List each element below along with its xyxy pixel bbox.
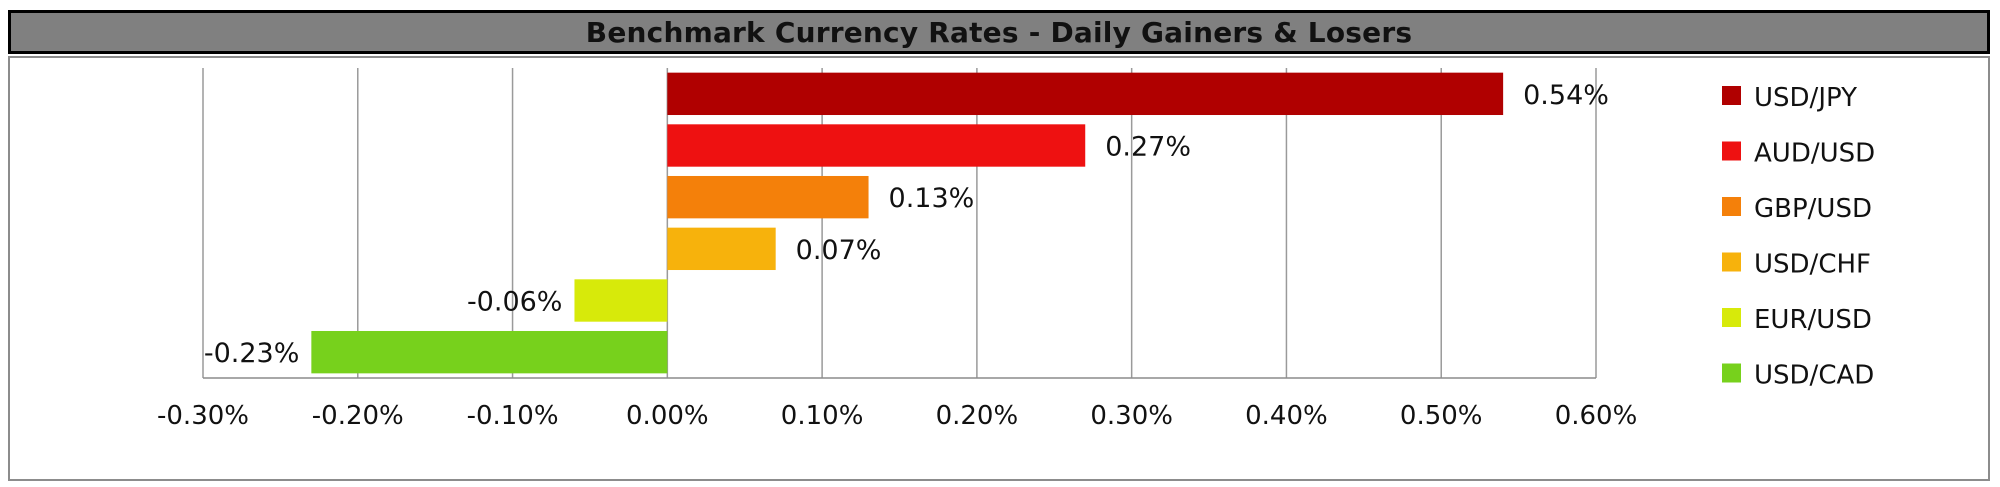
bar — [667, 72, 1504, 116]
data-label: 0.27% — [1105, 132, 1191, 163]
x-tick-label: 0.40% — [1245, 401, 1328, 431]
bar — [667, 124, 1086, 167]
legend-label: AUD/USD — [1754, 139, 1875, 169]
x-tick-label: 0.50% — [1400, 401, 1483, 431]
chart-title-bar: Benchmark Currency Rates - Daily Gainers… — [8, 10, 1990, 54]
x-tick-label: 0.20% — [936, 401, 1019, 431]
x-tick-label: 0.10% — [781, 401, 864, 431]
legend-swatch — [1722, 141, 1741, 161]
data-label: -0.23% — [204, 338, 300, 369]
legend-label: USD/CHF — [1754, 250, 1871, 280]
legend-swatch — [1722, 252, 1741, 272]
x-tick-label: -0.10% — [467, 401, 559, 431]
x-tick-label: 0.30% — [1090, 401, 1173, 431]
data-label: 0.54% — [1523, 80, 1609, 111]
chart-title: Benchmark Currency Rates - Daily Gainers… — [585, 15, 1413, 49]
bar — [667, 175, 869, 219]
x-tick-label: 0.00% — [626, 401, 709, 431]
bar — [574, 279, 668, 322]
legend-label: GBP/USD — [1754, 194, 1872, 224]
legend-swatch — [1722, 308, 1741, 327]
x-tick-label: 0.60% — [1555, 401, 1638, 431]
bar — [311, 330, 668, 374]
legend-swatch — [1722, 86, 1741, 105]
data-label: -0.06% — [467, 287, 563, 318]
x-tick-label: -0.20% — [312, 401, 404, 431]
data-label: 0.07% — [796, 235, 882, 266]
bar — [667, 227, 776, 271]
legend-swatch — [1722, 363, 1741, 383]
legend-label: EUR/USD — [1754, 305, 1872, 335]
legend-swatch — [1722, 197, 1741, 216]
legend-label: USD/CAD — [1754, 361, 1874, 391]
legend-label: USD/JPY — [1754, 83, 1857, 113]
x-tick-label: -0.30% — [157, 401, 249, 431]
data-label: 0.13% — [889, 183, 975, 214]
